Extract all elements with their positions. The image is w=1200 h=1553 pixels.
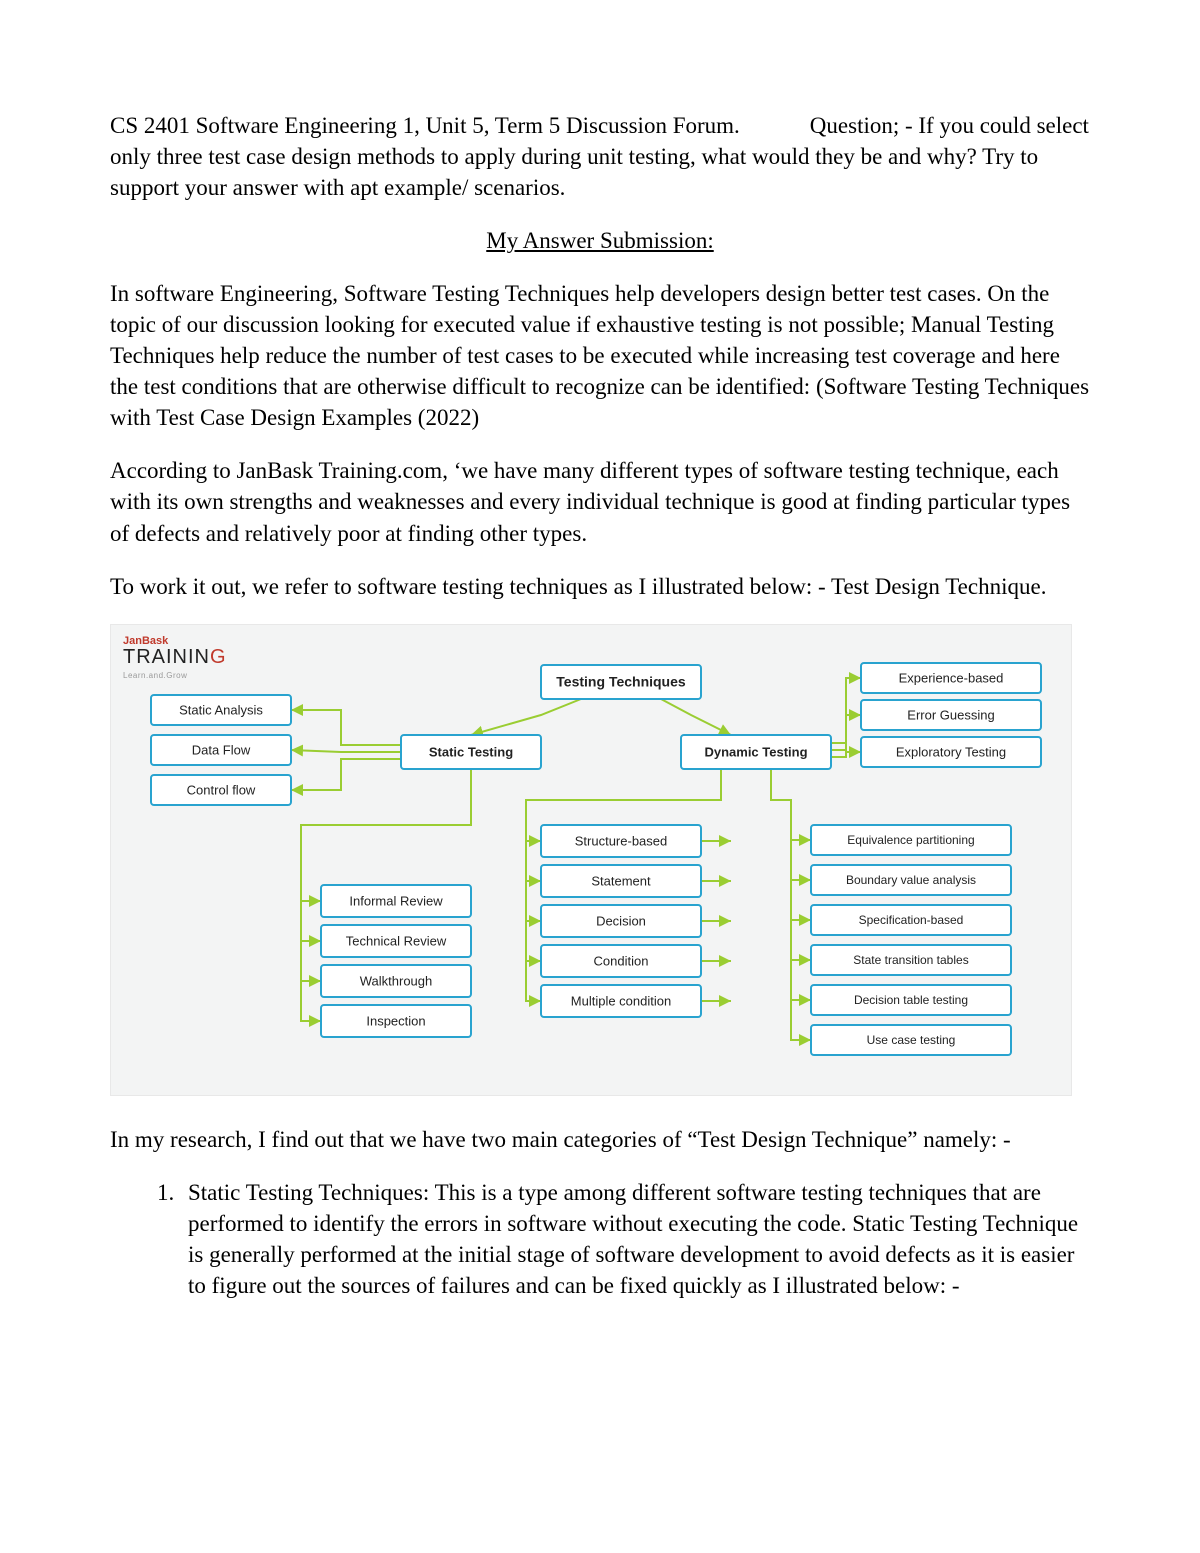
diagram-node-dtt: Decision table testing	[811, 985, 1011, 1015]
svg-text:Specification-based: Specification-based	[859, 913, 964, 927]
diagram-edge	[661, 699, 731, 735]
svg-text:Boundary value analysis: Boundary value analysis	[846, 873, 976, 887]
diagram-svg: Testing Techniques Static Testing Dynamic …	[111, 625, 1071, 1095]
diagram-edge	[291, 710, 401, 745]
diagram-node-spec: Specification-based	[811, 905, 1011, 935]
diagram-node-df: Data Flow	[151, 735, 291, 765]
diagram-node-cond: Condition	[541, 945, 701, 977]
question-lead: Question; - If you	[810, 113, 974, 138]
svg-text:Decision: Decision	[596, 913, 646, 928]
list-item-static-testing: Static Testing Techniques: This is a typ…	[180, 1177, 1090, 1301]
diagram-node-dec: Decision	[541, 905, 701, 937]
diagram-node-ir: Informal Review	[321, 885, 471, 917]
svg-text:Multiple condition: Multiple condition	[571, 993, 671, 1008]
paragraph-1: In software Engineering, Software Testin…	[110, 278, 1090, 433]
svg-text:Error Guessing: Error Guessing	[907, 707, 994, 722]
svg-text:Condition: Condition	[594, 953, 649, 968]
svg-text:Control flow: Control flow	[187, 782, 256, 797]
diagram-node-bva: Boundary value analysis	[811, 865, 1011, 895]
course-title: CS 2401 Software Engineering 1, Unit 5, …	[110, 113, 740, 138]
diagram-node-sa: Static Analysis	[151, 695, 291, 725]
svg-text:Decision table testing: Decision table testing	[854, 993, 968, 1007]
diagram-node-dynamic: Dynamic Testing	[681, 735, 831, 769]
logo-brand-big-accent: G	[210, 646, 227, 668]
svg-text:Use case testing: Use case testing	[867, 1033, 956, 1047]
diagram-node-stt: State transition tables	[811, 945, 1011, 975]
svg-text:Data Flow: Data Flow	[192, 742, 251, 757]
diagram-node-static: Static Testing	[401, 735, 541, 769]
svg-text:Structure-based: Structure-based	[575, 833, 668, 848]
diagram-edge	[291, 759, 401, 790]
diagram-node-insp: Inspection	[321, 1005, 471, 1037]
janbask-logo: JanBask TRAINING Learn.and.Grow	[123, 633, 227, 680]
diagram-node-uct: Use case testing	[811, 1025, 1011, 1055]
diagram-node-et: Exploratory Testing	[861, 737, 1041, 767]
logo-brand-big: TRAININ	[123, 646, 210, 668]
categories-list: Static Testing Techniques: This is a typ…	[110, 1177, 1090, 1301]
diagram-edge	[831, 715, 861, 750]
svg-text:State transition tables: State transition tables	[853, 953, 968, 967]
testing-techniques-diagram: JanBask TRAINING Learn.and.Grow Testing …	[110, 624, 1072, 1096]
diagram-edge	[471, 699, 581, 735]
svg-text:Testing Techniques: Testing Techniques	[556, 673, 686, 689]
answer-heading: My Answer Submission:	[110, 225, 1090, 256]
svg-text:Informal Review: Informal Review	[349, 893, 443, 908]
diagram-node-tr: Technical Review	[321, 925, 471, 957]
svg-text:Static Testing: Static Testing	[429, 744, 513, 759]
diagram-node-stmt: Statement	[541, 865, 701, 897]
diagram-edge	[301, 769, 471, 901]
paragraph-2: According to JanBask Training.com, ‘we h…	[110, 455, 1090, 548]
diagram-edge	[831, 752, 861, 757]
logo-tagline: Learn.and.Grow	[123, 671, 187, 680]
diagram-node-mc: Multiple condition	[541, 985, 701, 1017]
diagram-node-ep: Equivalence partitioning	[811, 825, 1011, 855]
header-question: CS 2401 Software Engineering 1, Unit 5, …	[110, 110, 1090, 203]
diagram-node-sb: Structure-based	[541, 825, 701, 857]
document-page: CS 2401 Software Engineering 1, Unit 5, …	[0, 0, 1200, 1371]
svg-text:Walkthrough: Walkthrough	[360, 973, 433, 988]
paragraph-4: In my research, I find out that we have …	[110, 1124, 1090, 1155]
diagram-node-eg: Error Guessing	[861, 700, 1041, 730]
svg-text:Equivalence partitioning: Equivalence partitioning	[847, 833, 974, 847]
diagram-edge	[291, 750, 401, 752]
svg-text:Experience-based: Experience-based	[899, 670, 1004, 685]
svg-text:Inspection: Inspection	[366, 1013, 425, 1028]
svg-text:Exploratory Testing: Exploratory Testing	[896, 744, 1006, 759]
svg-text:Statement: Statement	[591, 873, 651, 888]
diagram-node-cf: Control flow	[151, 775, 291, 805]
diagram-node-wt: Walkthrough	[321, 965, 471, 997]
diagram-node-exp: Experience-based	[861, 663, 1041, 693]
paragraph-3: To work it out, we refer to software tes…	[110, 571, 1090, 602]
svg-text:Dynamic Testing: Dynamic Testing	[704, 744, 807, 759]
svg-text:Technical Review: Technical Review	[346, 933, 447, 948]
svg-text:Static Analysis: Static Analysis	[179, 702, 263, 717]
diagram-node-root: Testing Techniques	[541, 665, 701, 699]
